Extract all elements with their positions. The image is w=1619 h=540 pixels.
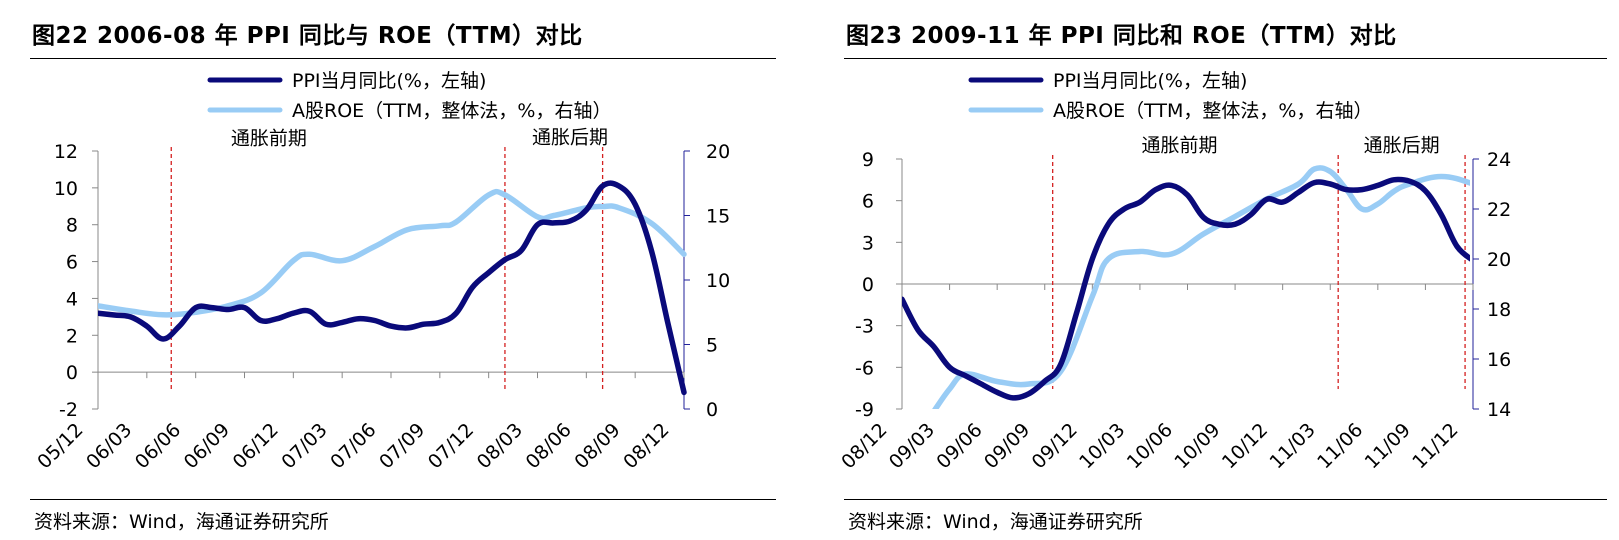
series-line-roe [98,188,687,318]
x-tick-label: 06/12 [229,419,283,473]
phase-label: 通胀后期 [532,127,608,149]
series-group [902,165,1470,409]
y-tick-label-left: 6 [66,252,78,274]
x-tick-label: 09/12 [1028,419,1082,473]
chart-title-right: 图23 2009-11 年 PPI 同比和 ROE（TTM）对比 [846,23,1397,49]
y-tick-label-left: 9 [862,149,874,171]
phase-label: 通胀前期 [1142,134,1218,156]
x-tick-label: 05/12 [33,419,87,473]
x-tick-label: 08/12 [619,419,673,473]
x-tick-label: 10/03 [1075,419,1129,473]
x-tick-label: 10/06 [1123,419,1177,473]
y-tick-label-left: -6 [855,357,874,379]
legend-label-ppi: PPI当月同比(%，左轴) [292,70,486,92]
x-tick-label: 06/09 [180,419,234,473]
series-line-ppi [98,180,687,396]
y-tick-label-left: 2 [66,325,78,347]
y-tick-label-left: -2 [59,399,78,421]
y-tick-label-right: 0 [706,399,718,421]
y-tick-label-right: 10 [706,270,730,292]
x-tick-label: 08/03 [473,419,527,473]
source-note-left: 资料来源：Wind，海通证券研究所 [34,511,329,533]
legend-label-ppi: PPI当月同比(%，左轴) [1053,70,1247,92]
y-tick-label-right: 24 [1487,149,1511,171]
footer-rule-right [844,499,1607,500]
x-tick-label: 08/06 [522,419,576,473]
legend-label-roe: A股ROE（TTM，整体法，%，右轴） [1053,100,1373,122]
chart-panel-right: 图23 2009-11 年 PPI 同比和 ROE（TTM）对比 PPI当月同比… [826,0,1619,540]
chart-title-left: 图22 2006-08 年 PPI 同比与 ROE（TTM）对比 [32,23,583,49]
x-tick-label: 07/06 [326,419,380,473]
y-tick-label-left: 3 [862,232,874,254]
y-tick-label-right: 15 [706,206,730,228]
y-tick-label-right: 16 [1487,349,1511,371]
series-line-roe [932,165,1470,409]
y-tick-label-right: 14 [1487,399,1511,421]
y-tick-label-left: 12 [54,141,78,163]
y-tick-label-right: 20 [1487,249,1511,271]
phase-label: 通胀后期 [1364,134,1440,156]
x-tick-label: 07/03 [277,419,331,473]
x-tick-label: 08/09 [570,419,624,473]
x-tick-label: 06/06 [131,419,185,473]
y-tick-label-left: -3 [855,316,874,338]
legend-label-roe: A股ROE（TTM，整体法，%，右轴） [292,100,612,122]
x-tick-label: 07/12 [424,419,478,473]
y-tick-label-left: -9 [855,399,874,421]
chart-panel-left: 图22 2006-08 年 PPI 同比与 ROE（TTM）对比 PPI当月同比… [0,0,800,540]
y-tick-label-left: 10 [54,178,78,200]
x-tick-label: 08/12 [837,419,891,473]
y-tick-label-right: 22 [1487,199,1511,221]
line-chart-left: PPI当月同比(%，左轴) A股ROE（TTM，整体法，%，右轴） -2 0 2 4 6 8 1… [33,70,730,473]
x-tick-label: 09/03 [885,419,939,473]
y-tick-label-left: 0 [66,362,78,384]
x-tick-label: 11/09 [1361,419,1415,473]
x-tick-label: 11/03 [1266,419,1320,473]
line-chart-right: PPI当月同比(%，左轴) A股ROE（TTM，整体法，%，右轴） -9 -6 -3 0 3… [837,70,1511,473]
series-group [98,180,687,396]
y-tick-label-right: 20 [706,141,730,163]
footer-rule-left [30,499,776,500]
y-tick-label-left: 6 [862,191,874,213]
source-note-right: 资料来源：Wind，海通证券研究所 [848,511,1143,533]
y-tick-label-right: 18 [1487,299,1511,321]
x-tick-label: 06/03 [82,419,136,473]
x-tick-label: 10/12 [1218,419,1272,473]
y-tick-label-left: 4 [66,288,78,310]
y-tick-label-left: 8 [66,215,78,237]
x-tick-label: 11/12 [1408,419,1462,473]
x-tick-label: 11/06 [1313,419,1367,473]
y-tick-label-left: 0 [862,274,874,296]
title-rule-left [30,58,776,59]
x-tick-label: 09/09 [980,419,1034,473]
series-line-ppi [902,176,1470,401]
x-tick-label: 10/09 [1170,419,1224,473]
x-tick-label: 09/06 [932,419,986,473]
title-rule-right [844,58,1607,59]
y-tick-label-right: 5 [706,335,718,357]
phase-label: 通胀前期 [231,128,307,150]
x-tick-label: 07/09 [375,419,429,473]
